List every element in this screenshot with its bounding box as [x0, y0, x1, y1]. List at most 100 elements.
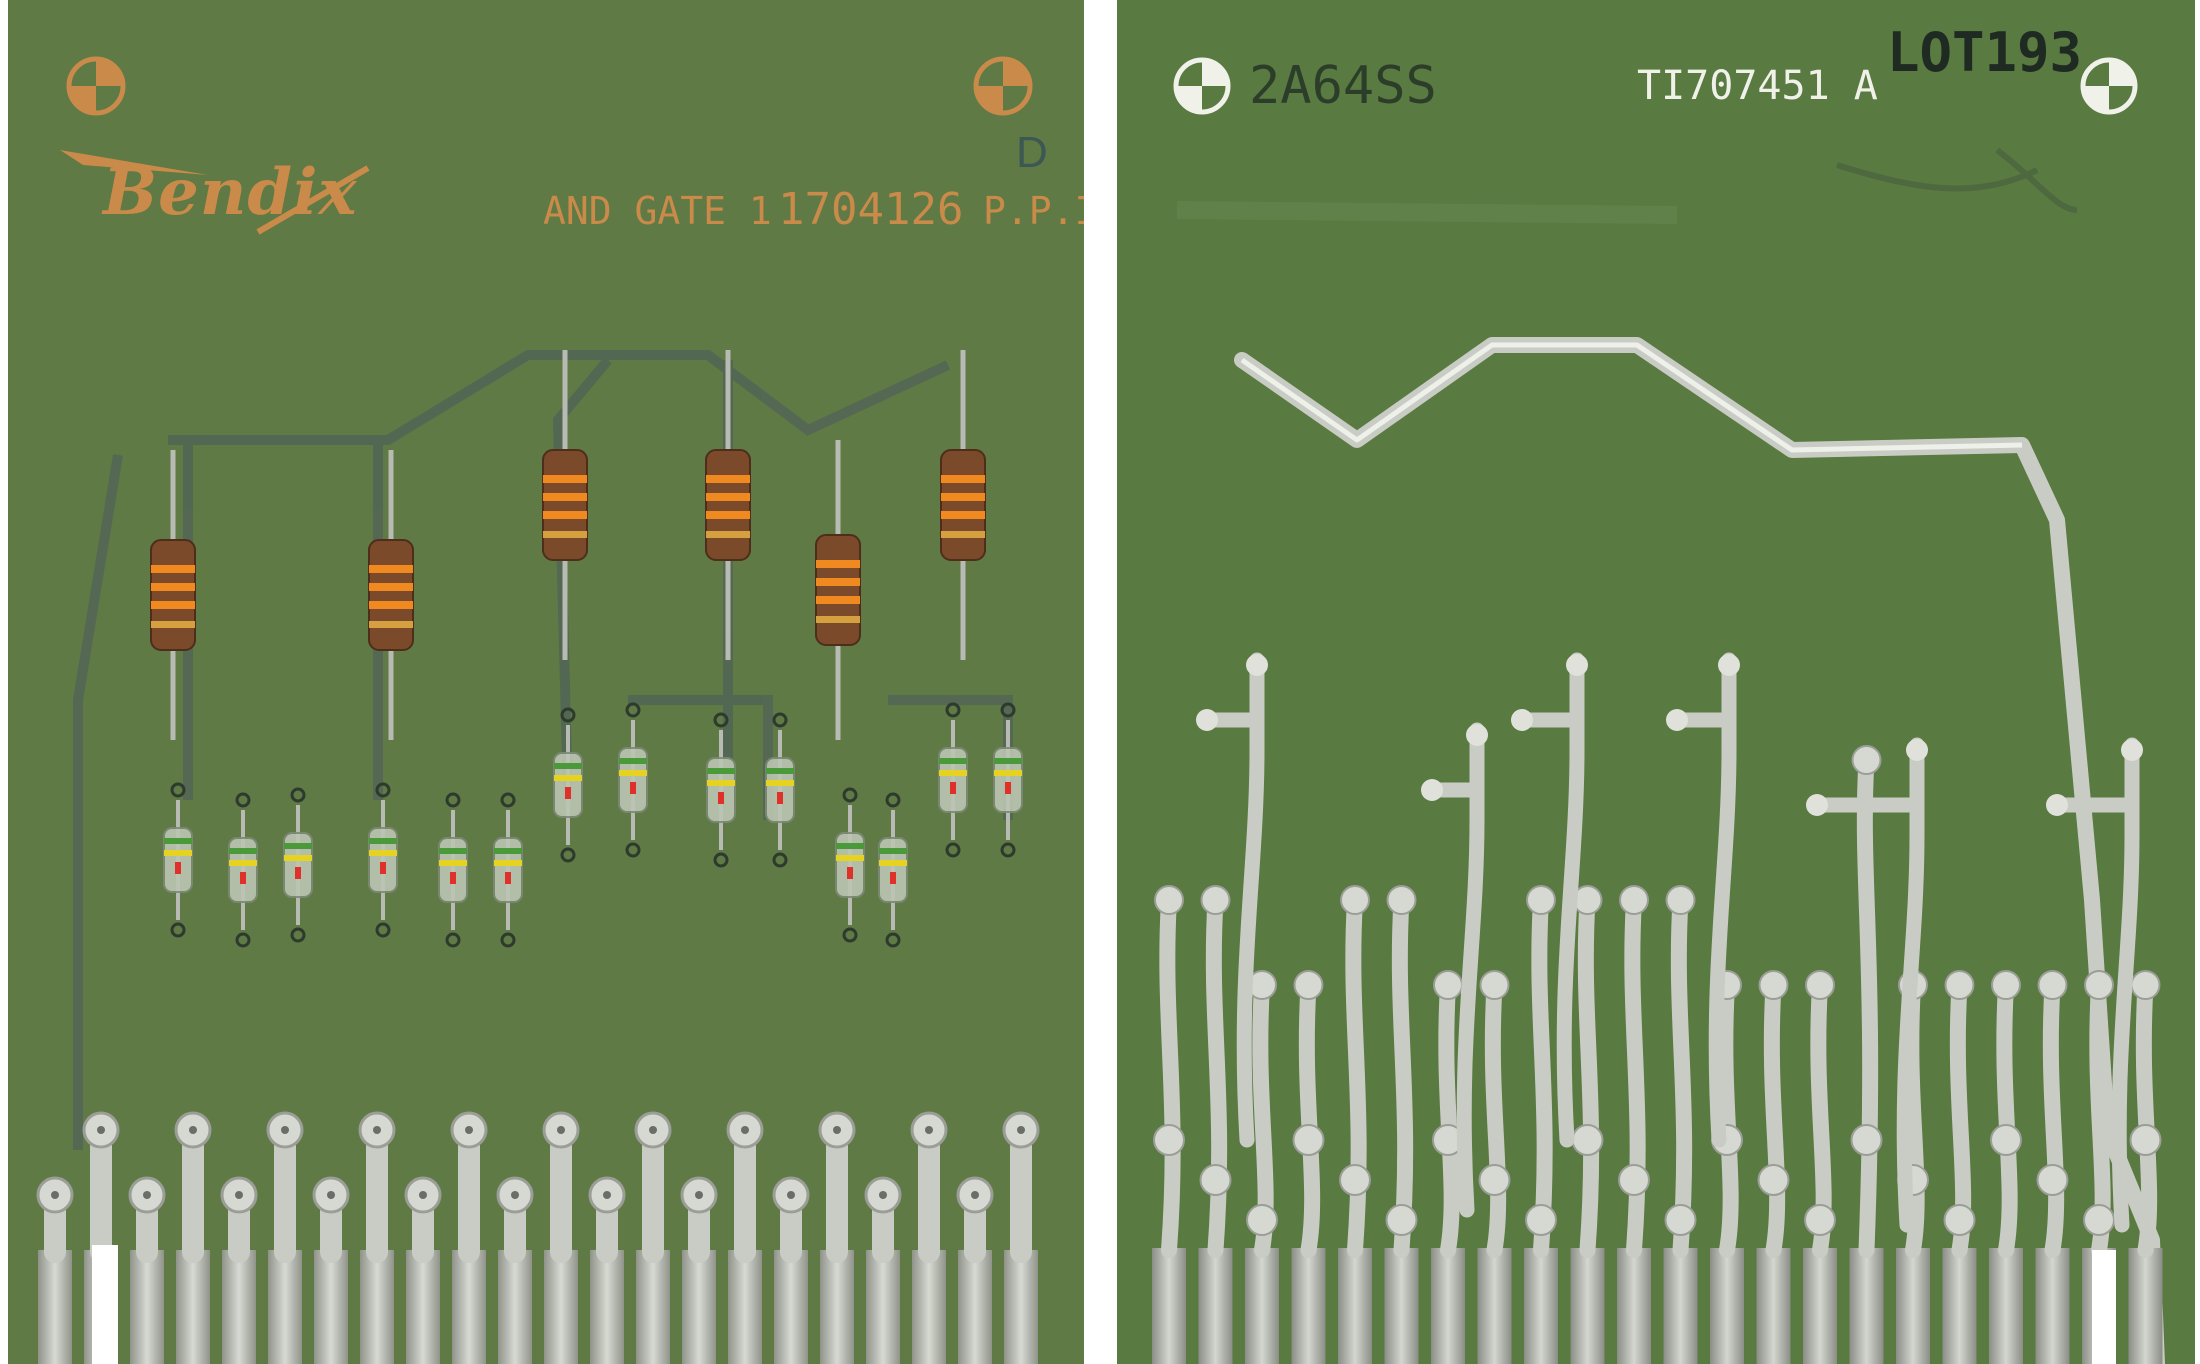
- board-back-side: 2A64SS TI707451 A LOT193: [1117, 0, 2195, 1364]
- resistor-color-band: [706, 493, 750, 501]
- diode-band: [284, 843, 312, 849]
- diode-band: [879, 848, 907, 854]
- resistor-color-band: [706, 475, 750, 483]
- diode-junction: [718, 792, 724, 804]
- solder-blob: [1718, 654, 1740, 676]
- lead-hole: [842, 927, 858, 943]
- lead-hole: [170, 922, 186, 938]
- diode-band: [939, 758, 967, 764]
- resistor-body: [368, 539, 414, 651]
- pad-hole: [741, 1126, 749, 1134]
- pad-hole: [787, 1191, 795, 1199]
- junction-trace: [1809, 737, 1925, 1233]
- resistor-color-band: [369, 583, 413, 591]
- resistor-color-band: [543, 475, 587, 483]
- diode-band: [619, 770, 647, 776]
- edge-contact-finger: [1245, 1248, 1279, 1364]
- edge-contact-finger: [38, 1250, 72, 1364]
- edge-contact-finger: [1803, 1248, 1837, 1364]
- logo-swoosh: [60, 150, 208, 175]
- lead-hole: [375, 782, 391, 798]
- solder-trace: [2042, 977, 2065, 1258]
- pad-hole: [143, 1191, 151, 1199]
- edge-contact-finger: [1431, 1248, 1465, 1364]
- power-bus-trace: [1234, 337, 2165, 1364]
- solder-pad: [1339, 1164, 1371, 1196]
- ppi-label: P.P.I.: [983, 189, 1084, 233]
- edge-contact-finger: [1198, 1248, 1233, 1364]
- lead-hole: [713, 852, 729, 868]
- diode-junction: [380, 862, 386, 874]
- edge-contact-finger: [958, 1250, 992, 1364]
- diode-body: [438, 837, 468, 903]
- solder-pad: [1758, 970, 1789, 1000]
- pad-hole: [971, 1191, 979, 1199]
- solder-blob: [1666, 709, 1688, 731]
- resistor-color-band: [816, 596, 860, 604]
- stamp-code: 2A64SS: [1249, 56, 1437, 116]
- edge-index-mark: [2092, 1250, 2116, 1364]
- edge-contact-finger: [1524, 1248, 1558, 1364]
- edge-contact-finger: [774, 1250, 808, 1364]
- edge-contact-finger: [636, 1250, 670, 1364]
- lead-hole: [1000, 702, 1016, 718]
- pad-hole: [649, 1126, 657, 1134]
- diode-band: [494, 848, 522, 854]
- resistor-color-band: [941, 493, 985, 501]
- resistor-color-band: [543, 511, 587, 519]
- diode-junction: [777, 792, 783, 804]
- solder-trace: [1717, 977, 1739, 1258]
- diode-junction: [950, 782, 956, 794]
- edge-index-mark: [92, 1245, 118, 1364]
- faint-bleedthrough-marks: [1176, 147, 2078, 224]
- resistor-tolerance-band: [816, 616, 860, 623]
- lead-hole: [945, 842, 961, 858]
- lead-hole: [713, 712, 729, 728]
- diode-band: [229, 860, 257, 866]
- diode-body: [163, 827, 193, 893]
- lead-hole: [772, 852, 788, 868]
- solder-pad: [1664, 1204, 1697, 1236]
- board-id: TI707451 A: [1637, 63, 1878, 109]
- part-number: 1704126: [778, 184, 964, 235]
- solder-trace: [2135, 977, 2158, 1258]
- diode-band: [439, 860, 467, 866]
- edge-contact-finger: [176, 1250, 210, 1364]
- solder-blob: [1906, 739, 1928, 761]
- lot-stamp: LOT193: [1887, 21, 2083, 84]
- solder-pad: [1805, 970, 1835, 1000]
- diode-body: [878, 837, 908, 903]
- edge-contact-finger: [820, 1250, 854, 1364]
- edge-contact-finger: [1291, 1248, 1326, 1364]
- solder-pad: [1154, 885, 1184, 915]
- lead-hole: [625, 842, 641, 858]
- diode-junction: [890, 872, 896, 884]
- resistor-color-band: [941, 475, 985, 483]
- diode-junction: [450, 872, 456, 884]
- edge-contact-finger: [1710, 1248, 1744, 1364]
- solder-pad: [1526, 885, 1556, 915]
- edge-contact-finger: [1942, 1248, 1977, 1364]
- lead-hole: [560, 847, 576, 863]
- diode-band: [619, 758, 647, 764]
- diode-junction: [565, 787, 571, 799]
- lead-hole: [290, 927, 306, 943]
- front-resistors: [150, 350, 986, 740]
- solder-pad: [1386, 885, 1417, 915]
- resistor-color-band: [816, 578, 860, 586]
- resistor-body: [815, 534, 861, 646]
- diode-band: [836, 855, 864, 861]
- solder-trace: [1856, 752, 1879, 1258]
- solder-pad: [1757, 1164, 1790, 1196]
- junction-trace: [2049, 737, 2140, 1233]
- solder-trace: [1670, 892, 1693, 1258]
- solder-pad: [1246, 1204, 1278, 1236]
- solder-pad: [1850, 1124, 1883, 1156]
- diode-body: [553, 752, 583, 818]
- edge-contact-finger: [1896, 1248, 1930, 1364]
- edge-contact-finger: [866, 1250, 900, 1364]
- diode-junction: [175, 862, 181, 874]
- edge-contact-finger: [544, 1250, 578, 1364]
- resistor-color-band: [816, 560, 860, 568]
- diode-band: [707, 780, 735, 786]
